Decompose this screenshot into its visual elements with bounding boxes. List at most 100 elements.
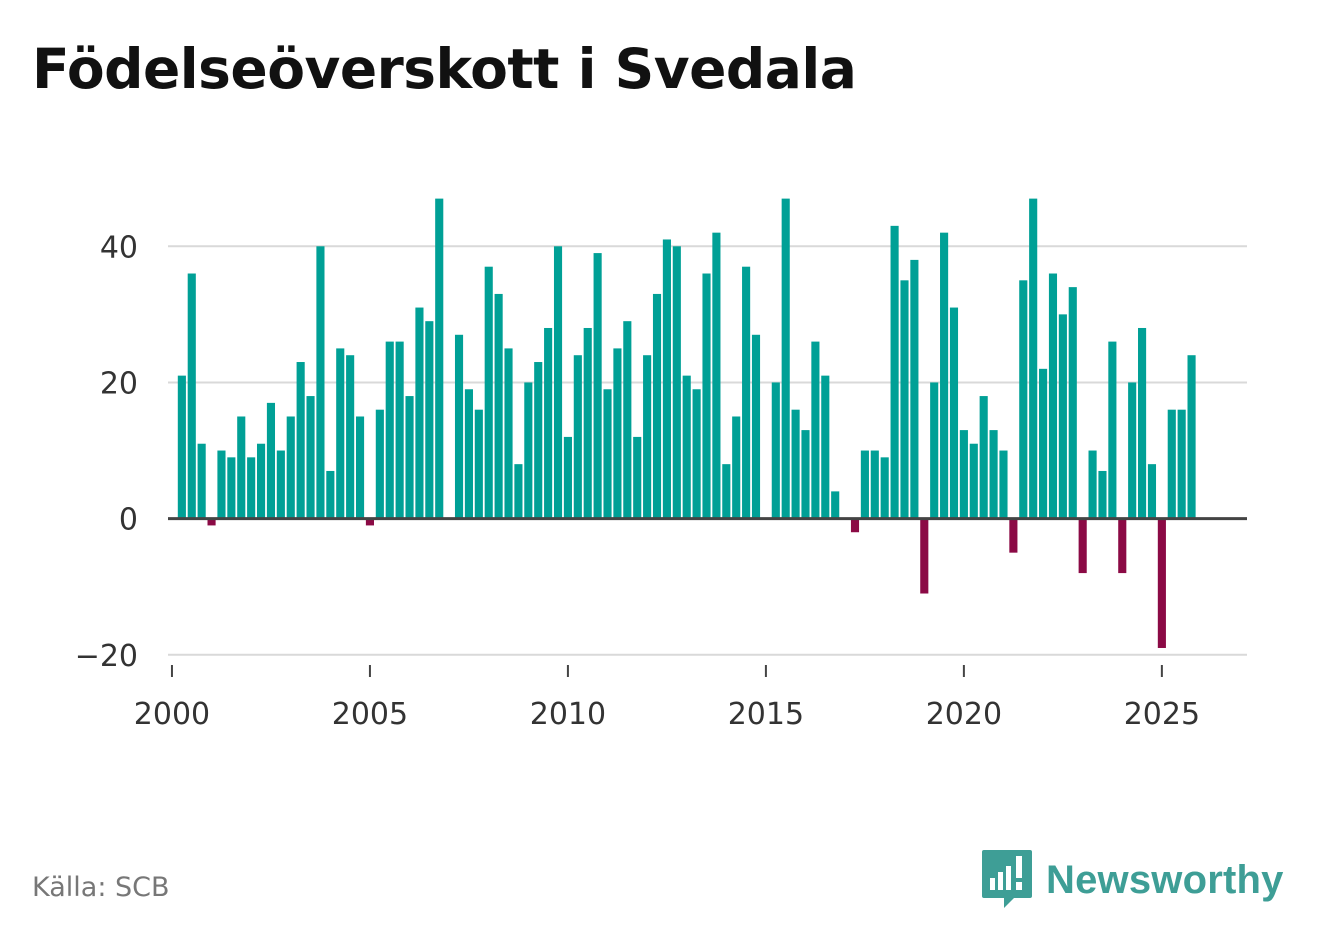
brand-name: Newsworthy <box>1046 857 1284 902</box>
bar <box>672 246 681 519</box>
bar <box>831 491 840 519</box>
bar <box>276 450 285 519</box>
bar <box>563 436 572 519</box>
bar <box>623 321 632 519</box>
bar <box>722 464 731 519</box>
bar <box>256 443 266 519</box>
bar <box>1078 518 1087 574</box>
bar <box>514 464 523 519</box>
bar <box>850 518 860 533</box>
y-tick-label: 20 <box>100 366 138 401</box>
bar <box>1088 450 1097 519</box>
y-tick-label: 0 <box>119 503 138 538</box>
bar <box>880 457 889 519</box>
bar <box>969 443 978 519</box>
bar <box>415 307 424 519</box>
bar <box>1138 327 1147 519</box>
bar <box>464 389 473 519</box>
bar <box>771 382 780 519</box>
bar <box>1177 409 1186 519</box>
bar <box>1019 280 1028 519</box>
bar <box>494 293 503 519</box>
bar <box>405 396 414 519</box>
bar <box>1098 470 1107 519</box>
bar <box>999 450 1008 519</box>
bar <box>237 416 246 519</box>
y-tick-label: 40 <box>100 230 138 265</box>
bar <box>326 470 335 519</box>
bar-series <box>177 198 1196 648</box>
bar <box>395 341 404 519</box>
x-axis: 2000 2005 2010 2015 2020 2025 <box>134 665 1200 732</box>
bar <box>553 246 563 519</box>
bar <box>355 416 365 519</box>
bar <box>643 355 652 519</box>
y-axis: −20 0 20 40 <box>75 230 138 674</box>
bar <box>682 375 691 519</box>
source-note: Källa: SCB <box>32 872 170 903</box>
bar <box>712 232 721 519</box>
bar <box>949 307 959 519</box>
chart-title: Födelseöverskott i Svedala <box>32 37 857 101</box>
bar <box>603 389 612 519</box>
bar <box>920 518 929 594</box>
bar <box>1009 518 1018 553</box>
bar <box>573 355 582 519</box>
x-tick-label: 2005 <box>332 697 408 732</box>
bar <box>425 321 434 519</box>
x-tick-label: 2015 <box>728 697 804 732</box>
bar <box>336 348 345 519</box>
bar <box>811 341 820 519</box>
bar <box>484 266 493 519</box>
bar <box>870 450 879 519</box>
bar <box>385 341 394 519</box>
bar <box>1128 382 1137 519</box>
bar <box>227 457 236 519</box>
bar <box>732 416 741 519</box>
bar <box>940 232 949 519</box>
bar <box>662 239 671 519</box>
bar <box>1068 287 1077 519</box>
y-tick-label: −20 <box>75 639 138 674</box>
bar <box>860 450 869 519</box>
bar <box>989 430 998 519</box>
bar <box>692 389 701 519</box>
bar <box>266 402 276 519</box>
bar <box>633 436 642 519</box>
bar <box>296 362 305 519</box>
bar <box>1029 198 1038 519</box>
bar <box>1118 518 1127 574</box>
bar <box>583 327 592 519</box>
bar <box>197 443 206 519</box>
bar <box>821 375 830 519</box>
bar <box>375 409 384 519</box>
bar-chart-speech-bubble-icon <box>982 850 1032 908</box>
bar <box>316 246 325 519</box>
brand-logo: Newsworthy <box>982 850 1284 910</box>
bar <box>791 409 800 519</box>
bar <box>534 362 543 519</box>
x-tick-label: 2000 <box>134 697 210 732</box>
bar <box>207 518 216 526</box>
bar <box>702 273 711 519</box>
bar <box>979 396 988 519</box>
bar <box>801 430 810 519</box>
bar <box>544 327 553 519</box>
bar <box>1048 273 1058 519</box>
bar <box>1187 355 1196 519</box>
bar <box>593 253 602 519</box>
bar <box>1058 314 1067 519</box>
bar <box>474 409 483 519</box>
bar <box>652 293 662 519</box>
bar <box>435 198 444 519</box>
bar <box>742 266 751 519</box>
bar <box>959 430 968 519</box>
bar <box>286 416 295 519</box>
bar <box>751 334 761 519</box>
bar <box>930 382 939 519</box>
bar <box>454 334 464 519</box>
bar <box>524 382 533 519</box>
bar <box>177 375 186 519</box>
bar <box>346 355 355 519</box>
bar <box>217 450 226 519</box>
